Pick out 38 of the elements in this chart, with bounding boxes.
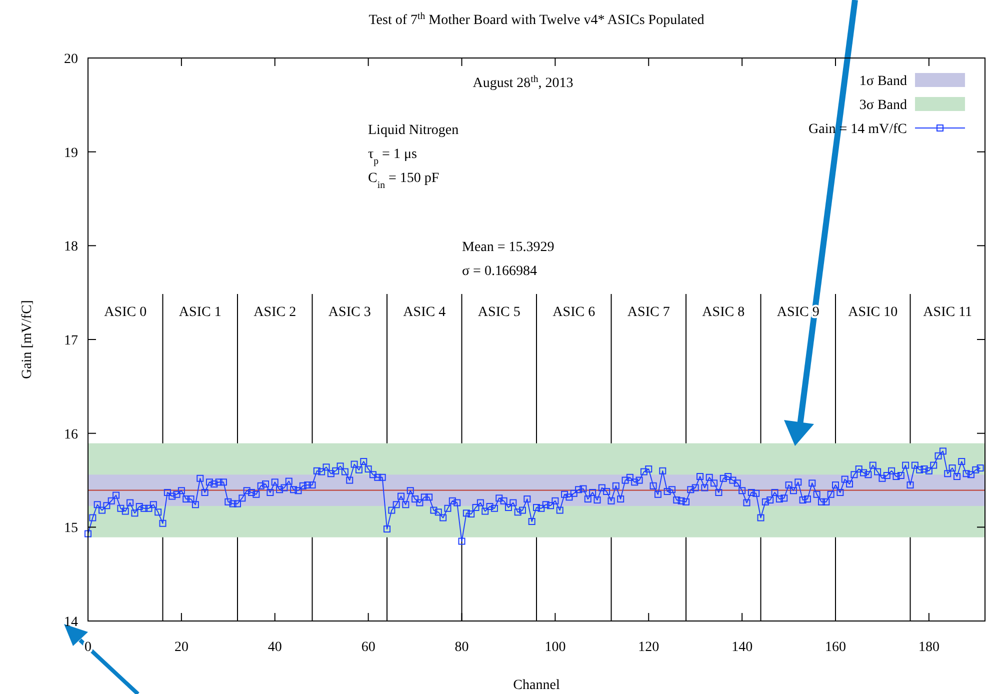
- y-tick-label: 17: [64, 334, 78, 348]
- y-tick-label: 14: [64, 615, 78, 630]
- x-tick-label: 80: [454, 640, 469, 655]
- x-tick-label: 180: [918, 640, 940, 655]
- x-tick-label: 60: [361, 640, 376, 655]
- annotation: C$_{in}$ = 150 pF: [368, 171, 440, 190]
- x-tick-label: 40: [268, 640, 282, 655]
- y-axis-title: Gain [mV/fC]: [20, 300, 35, 379]
- annotation: August 28$^{th}$, 2013: [472, 74, 574, 91]
- annotation: ASIC 5: [478, 305, 520, 320]
- annotation: ASIC 3: [328, 305, 371, 320]
- chart-title: Test of 7$^{th}$ Mother Board with Twelve v4* ASICs Populated: [368, 10, 704, 28]
- annotation: ASIC 10: [848, 305, 898, 320]
- annotation: ASIC 8: [702, 305, 745, 320]
- y-tick-label: 20: [64, 52, 78, 67]
- annotation: ASIC 2: [254, 305, 296, 320]
- x-tick-label: 160: [825, 640, 846, 655]
- annotation: ASIC 0: [104, 305, 147, 320]
- legend-label: 3σ Band: [859, 98, 907, 113]
- x-tick-label: 20: [174, 640, 188, 655]
- annotation: ASIC 4: [403, 305, 446, 320]
- x-tick-label: 100: [544, 640, 566, 655]
- annotation: ASIC 11: [923, 305, 972, 320]
- y-tick-label: 16: [64, 427, 78, 442]
- annotation: τ$_{p}$ = 1 μs: [368, 147, 417, 166]
- x-tick-label: 120: [638, 640, 660, 655]
- annotation: ASIC 1: [178, 305, 222, 320]
- annotation: ASIC 6: [552, 305, 596, 320]
- x-tick-label: 140: [732, 640, 753, 655]
- annotation: ASIC 7: [627, 305, 670, 320]
- y-tick-label: 18: [64, 240, 78, 255]
- y-tick-label: 15: [64, 521, 78, 536]
- y-tick-label: 19: [64, 146, 78, 161]
- annotation: Mean = 15.3929: [462, 240, 554, 255]
- annotation: Liquid Nitrogen: [368, 123, 459, 138]
- annotation: σ = 0.166984: [462, 264, 537, 279]
- legend-label: 1σ Band: [859, 74, 907, 89]
- x-axis-title: Channel: [513, 678, 560, 693]
